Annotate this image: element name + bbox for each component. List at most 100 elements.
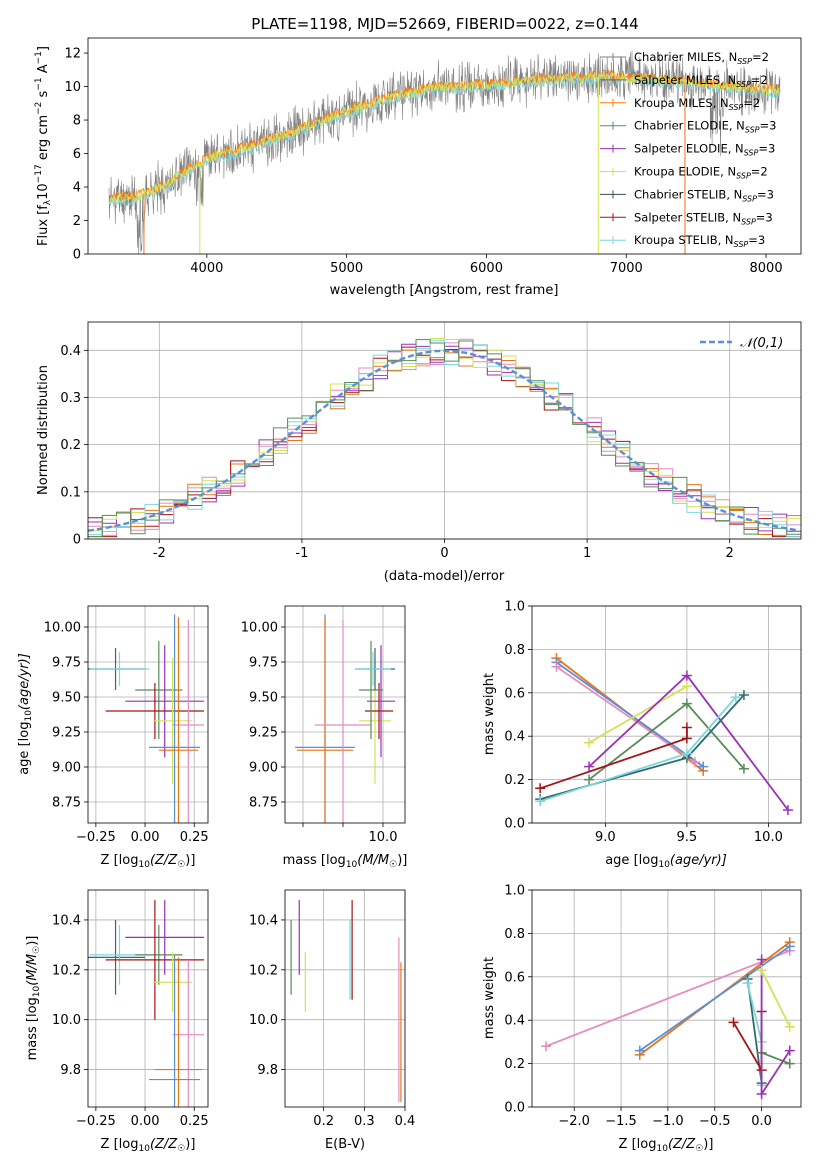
age-vs-mass-axes-frame	[284, 605, 406, 824]
massweight-vs-age-series-line	[555, 661, 704, 768]
mass-vs-ebv-ytick-label: 9.8	[257, 1063, 278, 1078]
mass-vs-z-errorbar-point	[152, 952, 193, 1013]
mass-vs-z-xtick-label: 0.25	[180, 1114, 209, 1129]
spectrum-model-line	[108, 71, 781, 205]
age-vs-mass-errorbar-point	[365, 683, 393, 739]
residuals-panel: -2 -1 0 1 200.10.20.30.4 (data-model)/error …	[36, 321, 802, 584]
massweight-vs-z-ylabel: mass weight	[482, 957, 497, 1039]
massweight-vs-age-point-marker	[690, 757, 701, 768]
mass-vs-z-ytick-label: 10.2	[52, 963, 81, 978]
age-vs-mass-errorbar-point	[359, 641, 383, 739]
massweight-vs-z-series-line	[760, 969, 791, 1028]
mass-vs-ebv-axes-frame	[284, 889, 406, 1108]
mass-vs-z-axes-frame	[87, 889, 209, 1108]
massweight-vs-age-ylabel: mass weight	[482, 673, 497, 755]
mass-vs-ebv-xlabel: E(B-V)	[325, 1137, 365, 1152]
age-vs-z-ytick-label: 8.75	[52, 796, 81, 811]
spectrum-legend-entry: Chabrier ELODIE, NSSP=3	[600, 119, 776, 135]
massweight-vs-age-point-marker	[730, 692, 741, 703]
massweight-vs-age-series-line	[555, 666, 696, 763]
mass-vs-z-ytick-label: 9.8	[60, 1063, 81, 1078]
massweight-vs-z-ytick-label: 0.8	[504, 927, 525, 942]
massweight-vs-age-xtick-label: 10.0	[754, 830, 783, 845]
massweight-vs-z-xtick-label: −2.0	[558, 1114, 590, 1129]
spectrum-legend-label: Chabrier ELODIE, NSSP=3	[634, 119, 776, 135]
age-vs-z-errorbar-point	[158, 617, 199, 823]
massweight-vs-age-point-marker	[681, 722, 692, 733]
mass-vs-z-plot-area	[88, 899, 205, 1107]
spectrum-ytick-label: 4	[73, 181, 81, 196]
residuals-ylabel: Normed distribution	[36, 365, 51, 495]
spectrum-xtick-label: 6000	[470, 261, 503, 276]
spectrum-observed-line	[108, 50, 781, 255]
massweight-vs-age-series	[584, 681, 692, 748]
massweight-vs-z-series-line	[639, 945, 791, 1052]
massweight-vs-age-ytick-label: 0.8	[504, 643, 525, 658]
massweight-vs-age-series	[535, 689, 749, 805]
spectrum-ticks: 4000 5000 6000 7000 8000 0 2 4 6 8 10 12	[64, 47, 782, 276]
age-vs-mass-errorbar-point	[355, 652, 391, 686]
massweight-vs-age-plot-area	[535, 653, 793, 815]
spectrum-legend-label: Kroupa ELODIE, NSSP=2	[634, 165, 768, 181]
spectrum-legend-label: Chabrier STELIB, NSSP=3	[634, 187, 774, 203]
mass-vs-z-errorbar-point	[135, 924, 183, 985]
spectrum-xtick-label: 8000	[750, 261, 783, 276]
massweight-vs-age-point-marker	[681, 748, 692, 759]
age-vs-mass-xtick-label: 10.0	[369, 830, 398, 845]
massweight-vs-z-point-marker	[784, 941, 795, 952]
spectrum-legend-entry: Salpeter MILES, NSSP=2	[600, 73, 768, 89]
mass-vs-z-xlabel: Z [log10(Z/Z☉)]	[101, 1137, 196, 1154]
age-vs-z-ytick-label: 10.00	[44, 621, 81, 636]
residuals-gaussian-line	[87, 349, 799, 532]
mass-vs-z-ytick-label: 10.4	[52, 913, 81, 928]
residuals-legend: 𝒩(0,1)	[700, 336, 783, 351]
massweight-vs-age-ticks: 9.0 9.5 10.0 0.0 0.2 0.4 0.6 0.8 1.0	[504, 600, 783, 846]
age-vs-mass-ytick-label: 9.75	[249, 656, 278, 671]
age-vs-z-errorbar-point	[89, 652, 149, 686]
massweight-vs-z-point-marker	[784, 1021, 795, 1032]
age-vs-mass-ytick-label: 8.75	[249, 796, 278, 811]
figure-title: PLATE=1198, MJD=52669, FIBERID=0022, z=0…	[251, 15, 638, 33]
massweight-vs-age-series	[535, 692, 741, 807]
age-vs-z-grid	[88, 606, 208, 823]
age-vs-z-ytick-label: 9.25	[52, 726, 81, 741]
spectrum-legend-entry: Chabrier MILES, NSSP=2	[600, 50, 769, 66]
age-vs-z-errorbar-point	[148, 614, 201, 823]
spectrum-xtick-label: 5000	[330, 261, 363, 276]
age-vs-z-ytick-label: 9.75	[52, 656, 81, 671]
massweight-vs-age-series-line	[588, 685, 688, 744]
massweight-vs-age-series-line	[539, 696, 737, 803]
mass-vs-z-errorbar-point	[148, 954, 201, 1107]
spectrum-model-line	[108, 74, 781, 207]
mass-vs-z-errorbar-point	[154, 957, 203, 1107]
massweight-vs-z-point-marker	[742, 978, 753, 989]
massweight-vs-age-point-marker	[681, 698, 692, 709]
residuals-ytick-label: 0.4	[60, 344, 81, 359]
spectrum-legend-label: Chabrier MILES, NSSP=2	[634, 50, 769, 66]
spectrum-ytick-label: 2	[73, 214, 81, 229]
spectrum-xtick-label: 7000	[610, 261, 643, 276]
residuals-xlabel: (data-model)/error	[384, 569, 505, 584]
mass-vs-z-ytick-label: 10.0	[52, 1013, 81, 1028]
age-vs-mass-ticks: 10.0 8.75 9.00 9.25 9.50 9.75 10.00	[241, 621, 398, 846]
spectrum-ytick-label: 8	[73, 114, 81, 129]
spectrum-legend-entry: Salpeter STELIB, NSSP=3	[600, 210, 773, 226]
spectrum-legend-label: Salpeter STELIB, NSSP=3	[634, 210, 773, 226]
age-vs-z-plot-area	[88, 614, 205, 823]
massweight-vs-z-ytick-label: 0.0	[504, 1101, 525, 1116]
massweight-vs-age-point-marker	[535, 796, 546, 807]
massweight-vs-z-point-marker	[728, 1017, 739, 1028]
massweight-vs-age-axes-frame	[531, 605, 802, 824]
spectrum-xtick-label: 4000	[190, 261, 223, 276]
massweight-vs-z-axes-frame	[531, 889, 802, 1108]
mass-vs-z-ticks: −0.25 0.00 0.25 9.8 10.0 10.2 10.4	[52, 913, 209, 1129]
massweight-vs-age-point-marker	[782, 804, 793, 815]
massweight-vs-age-point-marker	[584, 774, 595, 785]
massweight-vs-age-ytick-label: 0.6	[504, 686, 525, 701]
massweight-vs-z-xtick-label: 0.0	[751, 1114, 772, 1129]
massweight-vs-age-series-line	[588, 674, 789, 811]
age-vs-z-errorbar-point	[152, 657, 193, 784]
age-vs-z-xtick-label: 0.25	[180, 830, 209, 845]
spectrum-xlabel: wavelength [Angstrom, rest frame]	[330, 283, 559, 298]
